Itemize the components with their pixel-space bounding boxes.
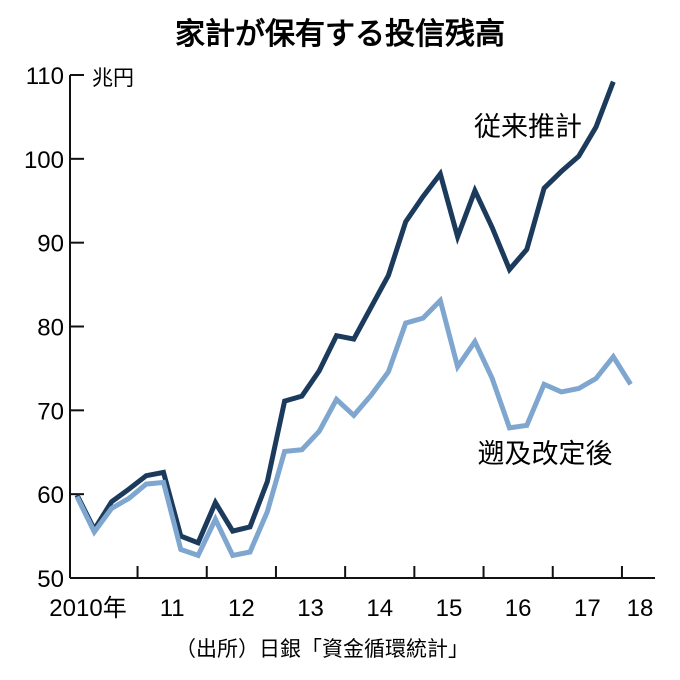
series-line-2 — [74, 295, 633, 559]
y-tick-label: 80 — [37, 315, 64, 342]
series-lines — [74, 80, 633, 559]
x-tick-label: 13 — [297, 595, 324, 622]
x-tick-label: 2010年 — [49, 595, 126, 622]
x-tick-label: 16 — [505, 595, 532, 622]
x-tick-label: 18 — [627, 595, 654, 622]
y-tick-label: 50 — [37, 566, 64, 593]
y-axis-ticks: 50 60 70 80 90 100 110 — [24, 63, 84, 593]
y-tick-label: 100 — [24, 147, 64, 174]
x-tick-label: 11 — [160, 595, 185, 622]
chart-title: 家計が保有する投信残高 — [175, 17, 505, 52]
x-axis: 2010年 11 12 13 14 15 16 17 18 — [49, 75, 655, 622]
x-tick-label: 14 — [366, 595, 393, 622]
series-line-1 — [74, 80, 616, 547]
source-note: （出所）日銀「資金循環統計」 — [175, 637, 469, 661]
series-label-1: 従来推計 — [474, 112, 582, 143]
x-tick-label: 12 — [228, 595, 255, 622]
y-tick-label: 70 — [37, 398, 64, 425]
y-tick-label: 90 — [37, 231, 64, 258]
series-label-2: 遡及改定後 — [478, 439, 613, 470]
x-tick-label: 15 — [436, 595, 463, 622]
y-axis-unit-label: 兆円 — [92, 66, 134, 90]
x-tick-label: 17 — [574, 595, 601, 622]
y-tick-label: 60 — [37, 482, 64, 509]
y-tick-label: 110 — [26, 63, 64, 90]
